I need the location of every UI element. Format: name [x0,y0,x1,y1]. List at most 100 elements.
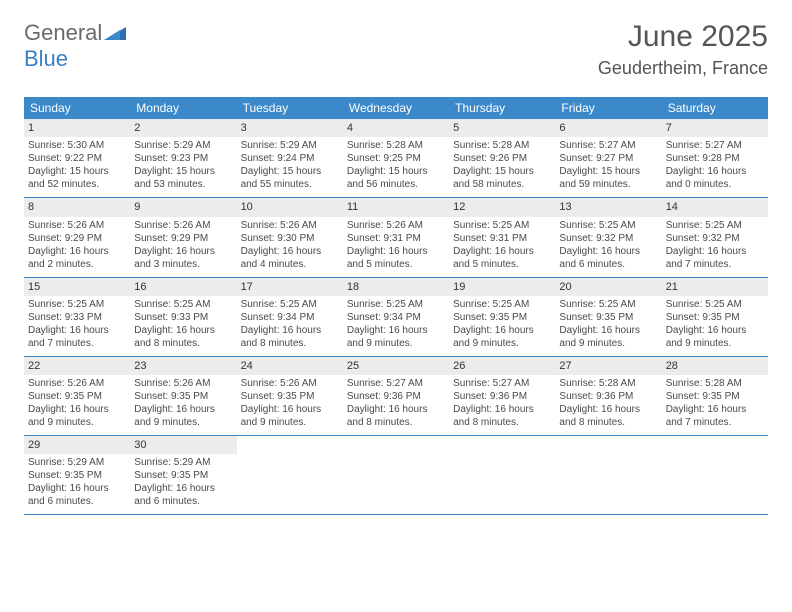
sunset-line: Sunset: 9:23 PM [134,152,232,165]
day-number: 26 [449,357,555,375]
day-cell: 3Sunrise: 5:29 AMSunset: 9:24 PMDaylight… [237,119,343,197]
sunrise-line: Sunrise: 5:26 AM [28,219,126,232]
day-number: 25 [343,357,449,375]
day-body: Sunrise: 5:26 AMSunset: 9:30 PMDaylight:… [237,217,343,277]
logo-text: General Blue [24,20,126,72]
sunset-line: Sunset: 9:28 PM [666,152,764,165]
daylight-line: Daylight: 15 hours and 59 minutes. [559,165,657,191]
sunrise-line: Sunrise: 5:28 AM [453,139,551,152]
day-cell: 30Sunrise: 5:29 AMSunset: 9:35 PMDayligh… [130,436,236,514]
day-cell: 15Sunrise: 5:25 AMSunset: 9:33 PMDayligh… [24,278,130,356]
daylight-line: Daylight: 16 hours and 9 minutes. [28,403,126,429]
day-number: 30 [130,436,236,454]
daylight-line: Daylight: 16 hours and 8 minutes. [134,324,232,350]
day-cell: 4Sunrise: 5:28 AMSunset: 9:25 PMDaylight… [343,119,449,197]
daylight-line: Daylight: 16 hours and 5 minutes. [347,245,445,271]
day-body: Sunrise: 5:29 AMSunset: 9:23 PMDaylight:… [130,137,236,197]
logo-part2: Blue [24,46,68,71]
sunrise-line: Sunrise: 5:30 AM [28,139,126,152]
daylight-line: Daylight: 16 hours and 5 minutes. [453,245,551,271]
sunrise-line: Sunrise: 5:25 AM [241,298,339,311]
day-body: Sunrise: 5:26 AMSunset: 9:31 PMDaylight:… [343,217,449,277]
dow-cell: Sunday [24,97,130,119]
daylight-line: Daylight: 15 hours and 52 minutes. [28,165,126,191]
logo: General Blue [24,20,126,72]
day-body: Sunrise: 5:27 AMSunset: 9:36 PMDaylight:… [343,375,449,435]
day-body: Sunrise: 5:28 AMSunset: 9:25 PMDaylight:… [343,137,449,197]
day-body: Sunrise: 5:28 AMSunset: 9:36 PMDaylight:… [555,375,661,435]
day-number: 13 [555,198,661,216]
sunrise-line: Sunrise: 5:26 AM [241,219,339,232]
sunrise-line: Sunrise: 5:29 AM [134,139,232,152]
day-number: 29 [24,436,130,454]
daylight-line: Daylight: 16 hours and 7 minutes. [28,324,126,350]
sunrise-line: Sunrise: 5:29 AM [28,456,126,469]
week-row: 29Sunrise: 5:29 AMSunset: 9:35 PMDayligh… [24,436,768,515]
daylight-line: Daylight: 16 hours and 6 minutes. [559,245,657,271]
week-row: 22Sunrise: 5:26 AMSunset: 9:35 PMDayligh… [24,357,768,436]
sunset-line: Sunset: 9:35 PM [666,311,764,324]
day-cell: . [662,436,768,514]
sunset-line: Sunset: 9:29 PM [134,232,232,245]
sunset-line: Sunset: 9:24 PM [241,152,339,165]
day-number: 9 [130,198,236,216]
sunset-line: Sunset: 9:30 PM [241,232,339,245]
day-body: Sunrise: 5:27 AMSunset: 9:36 PMDaylight:… [449,375,555,435]
day-cell: 16Sunrise: 5:25 AMSunset: 9:33 PMDayligh… [130,278,236,356]
dow-cell: Thursday [449,97,555,119]
day-body: Sunrise: 5:25 AMSunset: 9:35 PMDaylight:… [555,296,661,356]
day-cell: 2Sunrise: 5:29 AMSunset: 9:23 PMDaylight… [130,119,236,197]
day-cell: 13Sunrise: 5:25 AMSunset: 9:32 PMDayligh… [555,198,661,276]
day-cell: 5Sunrise: 5:28 AMSunset: 9:26 PMDaylight… [449,119,555,197]
day-body: Sunrise: 5:27 AMSunset: 9:28 PMDaylight:… [662,137,768,197]
sunrise-line: Sunrise: 5:25 AM [559,298,657,311]
day-cell: 27Sunrise: 5:28 AMSunset: 9:36 PMDayligh… [555,357,661,435]
dow-header-row: SundayMondayTuesdayWednesdayThursdayFrid… [24,97,768,119]
sunrise-line: Sunrise: 5:29 AM [134,456,232,469]
day-number: 6 [555,119,661,137]
day-number: 5 [449,119,555,137]
day-number: 22 [24,357,130,375]
day-body: Sunrise: 5:29 AMSunset: 9:35 PMDaylight:… [24,454,130,514]
day-body: Sunrise: 5:26 AMSunset: 9:29 PMDaylight:… [24,217,130,277]
day-number: 8 [24,198,130,216]
day-number: 1 [24,119,130,137]
day-body: Sunrise: 5:25 AMSunset: 9:32 PMDaylight:… [662,217,768,277]
sunrise-line: Sunrise: 5:29 AM [241,139,339,152]
sunset-line: Sunset: 9:32 PM [559,232,657,245]
sunset-line: Sunset: 9:35 PM [559,311,657,324]
sunset-line: Sunset: 9:35 PM [28,469,126,482]
daylight-line: Daylight: 16 hours and 8 minutes. [559,403,657,429]
day-number: 27 [555,357,661,375]
day-cell: 11Sunrise: 5:26 AMSunset: 9:31 PMDayligh… [343,198,449,276]
day-number: 18 [343,278,449,296]
sunset-line: Sunset: 9:31 PM [347,232,445,245]
week-row: 1Sunrise: 5:30 AMSunset: 9:22 PMDaylight… [24,119,768,198]
sunrise-line: Sunrise: 5:28 AM [559,377,657,390]
day-cell: 25Sunrise: 5:27 AMSunset: 9:36 PMDayligh… [343,357,449,435]
sunrise-line: Sunrise: 5:26 AM [134,219,232,232]
daylight-line: Daylight: 16 hours and 8 minutes. [347,403,445,429]
sunrise-line: Sunrise: 5:27 AM [666,139,764,152]
day-cell: 10Sunrise: 5:26 AMSunset: 9:30 PMDayligh… [237,198,343,276]
title-block: June 2025 Geudertheim, France [598,20,768,79]
day-number: 11 [343,198,449,216]
day-cell: 28Sunrise: 5:28 AMSunset: 9:35 PMDayligh… [662,357,768,435]
sunset-line: Sunset: 9:31 PM [453,232,551,245]
sunset-line: Sunset: 9:35 PM [666,390,764,403]
day-body: Sunrise: 5:25 AMSunset: 9:35 PMDaylight:… [662,296,768,356]
day-cell: 17Sunrise: 5:25 AMSunset: 9:34 PMDayligh… [237,278,343,356]
sunrise-line: Sunrise: 5:25 AM [134,298,232,311]
day-cell: 7Sunrise: 5:27 AMSunset: 9:28 PMDaylight… [662,119,768,197]
day-number: 21 [662,278,768,296]
day-number: 16 [130,278,236,296]
day-body: Sunrise: 5:25 AMSunset: 9:34 PMDaylight:… [343,296,449,356]
day-body: Sunrise: 5:25 AMSunset: 9:31 PMDaylight:… [449,217,555,277]
day-cell: 6Sunrise: 5:27 AMSunset: 9:27 PMDaylight… [555,119,661,197]
day-body: Sunrise: 5:28 AMSunset: 9:35 PMDaylight:… [662,375,768,435]
day-body: Sunrise: 5:28 AMSunset: 9:26 PMDaylight:… [449,137,555,197]
day-cell: 8Sunrise: 5:26 AMSunset: 9:29 PMDaylight… [24,198,130,276]
day-number: 28 [662,357,768,375]
sunset-line: Sunset: 9:35 PM [134,469,232,482]
day-cell: 23Sunrise: 5:26 AMSunset: 9:35 PMDayligh… [130,357,236,435]
